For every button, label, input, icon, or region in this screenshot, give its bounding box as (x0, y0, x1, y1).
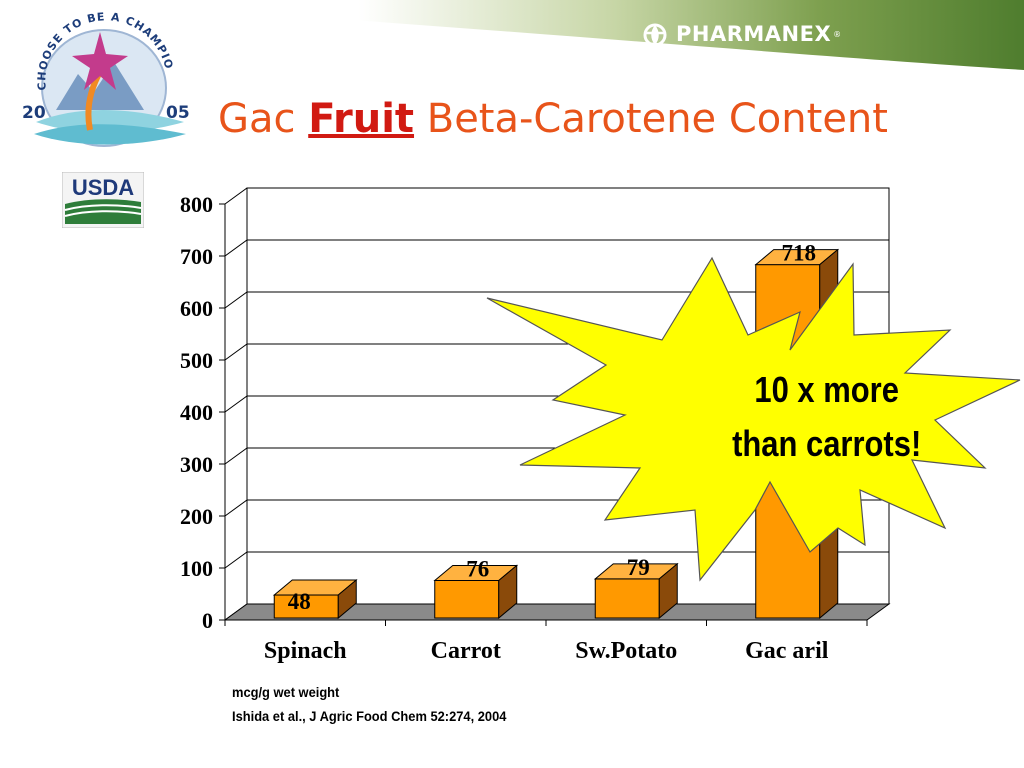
bar-carrot (433, 564, 519, 620)
champion-2005-logo: CHOOSE TO BE A CHAMPION 20 05 (16, 10, 190, 147)
y-tick-label: 200 (180, 504, 213, 529)
category-label: Carrot (431, 638, 501, 664)
bar-front (594, 578, 660, 619)
brand-registered-mark: ® (833, 29, 842, 39)
title-underlined-word: Fruit (308, 96, 415, 142)
y-tick-label: 800 (180, 192, 213, 217)
brand-name: PHARMANEX (676, 22, 832, 46)
y-tick-label: 400 (180, 400, 213, 425)
logo-year-right: 05 (166, 103, 190, 123)
category-label: Gac aril (745, 638, 829, 664)
annotation-line-2: than carrots! (732, 425, 921, 465)
logo-year-left: 20 (22, 103, 46, 123)
pharmanex-logo-icon (643, 23, 667, 47)
y-tick-label: 600 (180, 296, 213, 321)
y-tick-label: 0 (202, 608, 213, 633)
data-label: 718 (782, 241, 817, 266)
bar-side (337, 578, 357, 620)
data-label: 48 (288, 589, 311, 614)
data-label: 76 (466, 556, 489, 581)
y-tick-label: 500 (180, 348, 213, 373)
slide-title: Gac Fruit Beta-Carotene Content (218, 96, 888, 142)
category-label: Sw.Potato (575, 638, 677, 664)
pharmanex-brand: PHARMANEX ® (640, 18, 842, 50)
title-post: Beta-Carotene Content (414, 96, 888, 142)
y-tick-label: 700 (180, 244, 213, 269)
usda-logo: USDA (62, 172, 144, 228)
title-pre: Gac (218, 96, 309, 142)
gridline (224, 291, 889, 309)
y-tick-label: 300 (180, 452, 213, 477)
data-label: 79 (627, 555, 650, 580)
bar-side (658, 562, 678, 620)
gridline (224, 551, 889, 569)
y-tick-label: 100 (180, 556, 213, 581)
annotation-line-1: 10 x more (754, 371, 899, 411)
category-label: Spinach (264, 638, 347, 664)
bar-front (434, 579, 500, 619)
bar-sw-potato (593, 562, 679, 620)
gridline (224, 187, 889, 205)
header-band (0, 0, 1024, 70)
usda-text: USDA (72, 175, 134, 200)
starburst-annotation (486, 256, 1021, 582)
bar-side (498, 564, 518, 620)
gridline (224, 239, 889, 257)
bar-spinach (272, 578, 358, 620)
footnote-unit: mcg/g wet weight (232, 684, 340, 700)
footnote-source: Ishida et al., J Agric Food Chem 52:274,… (232, 708, 507, 724)
